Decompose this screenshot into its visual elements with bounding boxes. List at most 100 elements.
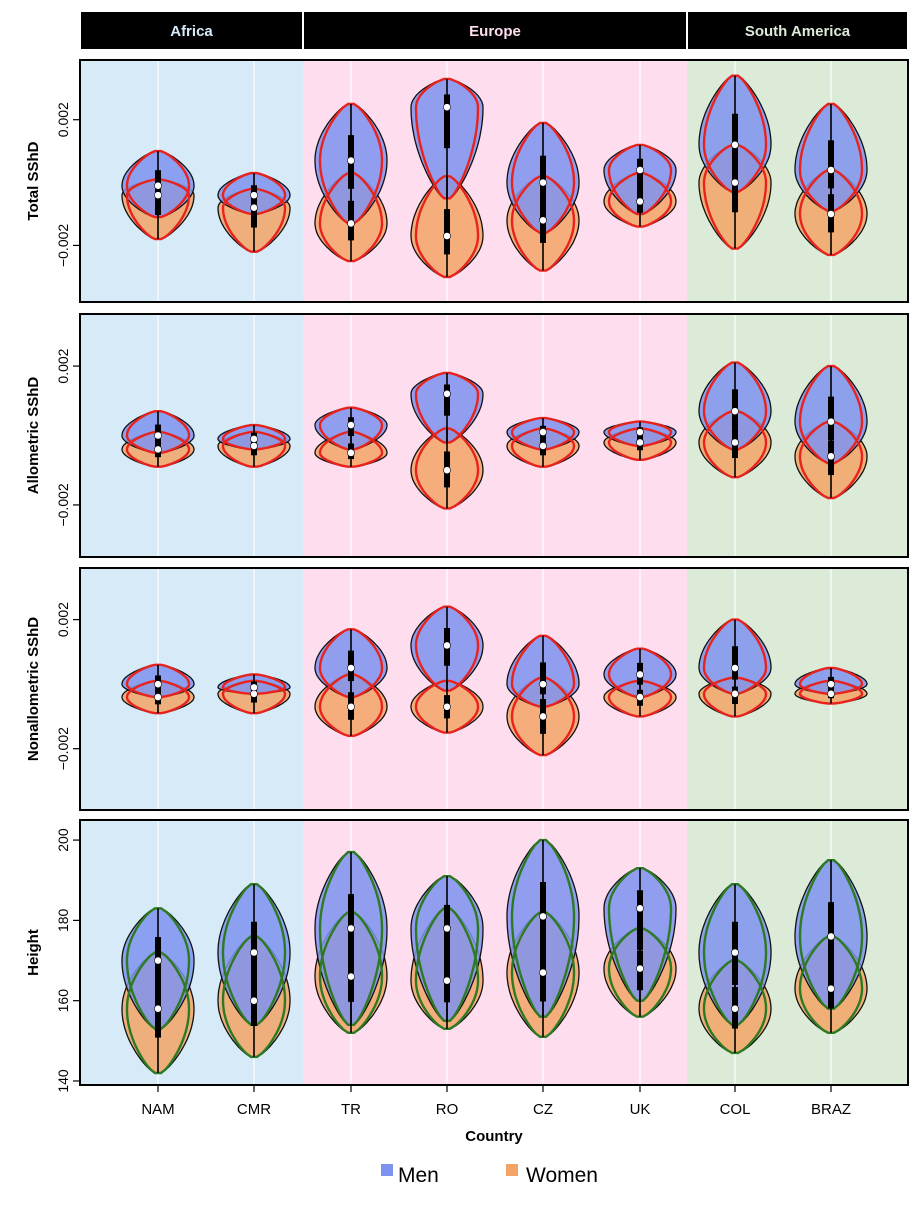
women-median-tr — [347, 219, 355, 228]
women-median-uk — [636, 964, 644, 973]
women-median-nam — [154, 693, 162, 701]
men-median-col — [731, 948, 739, 957]
x-axis-title: Country — [465, 1128, 523, 1145]
men-median-tr — [347, 156, 355, 165]
women-outline-cmr — [221, 679, 287, 715]
men-median-col — [731, 664, 739, 672]
men-outline-uk — [607, 143, 673, 216]
men-outline-braz — [798, 859, 864, 1010]
men-outline-col — [702, 883, 768, 1026]
panel-frame — [79, 59, 909, 303]
y-tick-label: −0.002 — [55, 483, 71, 526]
women-median-cz — [539, 216, 547, 225]
women-median-cmr — [250, 996, 258, 1005]
men-box-cz — [540, 662, 546, 695]
women-median-ro — [443, 976, 451, 985]
men-median-uk — [636, 166, 644, 174]
men-box-ro — [444, 384, 450, 416]
region-header-bar — [688, 12, 907, 49]
men-outline-braz — [798, 102, 864, 213]
men-outline-tr — [318, 102, 384, 225]
legend-label-women: Women — [526, 1164, 598, 1187]
men-box-uk — [637, 158, 643, 190]
men-outline-tr — [318, 628, 384, 699]
men-outline-ro — [414, 371, 480, 444]
y-tick-label: −0.002 — [55, 727, 71, 770]
women-median-tr — [347, 972, 355, 981]
men-median-col — [731, 140, 739, 149]
women-median-col — [731, 1004, 739, 1013]
x-tick-label: TR — [341, 1101, 361, 1118]
men-outline-cz — [510, 416, 576, 451]
region-header-label: Europe — [469, 23, 521, 40]
men-outline-nam — [125, 663, 191, 699]
women-median-col — [731, 178, 739, 187]
men-outline-braz — [798, 666, 864, 695]
region-header-label: South America — [745, 23, 851, 40]
men-median-ro — [443, 389, 451, 398]
men-outline-uk — [607, 867, 673, 1002]
panel-frame — [79, 567, 909, 811]
men-outline-nam — [125, 149, 191, 219]
y-tick-label: 160 — [55, 989, 71, 1013]
men-outline-cz — [510, 634, 576, 708]
women-median-nam — [154, 445, 162, 454]
women-median-ro — [443, 702, 451, 711]
women-outline-ro — [414, 427, 480, 510]
women-median-uk — [636, 197, 644, 206]
women-median-col — [731, 689, 739, 698]
men-outline-ro — [414, 77, 480, 200]
women-median-cmr — [250, 689, 258, 698]
x-tick-label: UK — [630, 1101, 651, 1118]
men-median-braz — [827, 417, 835, 426]
men-outline-braz — [798, 364, 864, 465]
men-median-ro — [443, 641, 451, 650]
women-median-ro — [443, 232, 451, 240]
men-outline-uk — [607, 647, 673, 699]
men-median-braz — [827, 166, 835, 174]
men-median-tr — [347, 924, 355, 933]
men-median-cmr — [250, 683, 258, 692]
men-outline-cz — [510, 121, 576, 235]
panel-frame — [79, 313, 909, 558]
men-outline-ro — [414, 875, 480, 1022]
y-tick-label: −0.002 — [55, 224, 71, 267]
men-median-nam — [154, 431, 162, 440]
men-median-ro — [443, 924, 451, 933]
women-median-nam — [154, 1004, 162, 1013]
men-box-uk — [637, 890, 643, 950]
men-outline-uk — [607, 420, 673, 448]
men-box-tr — [348, 894, 354, 972]
legend-swatch-women — [506, 1164, 518, 1176]
women-median-braz — [827, 452, 835, 461]
men-median-cmr — [250, 191, 258, 200]
x-tick-label: NAM — [141, 1101, 174, 1118]
y-tick-label: 0.002 — [55, 602, 71, 637]
women-outline-ro — [414, 679, 480, 734]
men-median-cmr — [250, 948, 258, 957]
women-median-cz — [539, 968, 547, 977]
men-median-col — [731, 407, 739, 416]
men-median-cz — [539, 178, 547, 187]
men-box-col — [732, 113, 738, 167]
women-median-braz — [827, 210, 835, 218]
men-median-ro — [443, 103, 451, 112]
men-box-col — [732, 646, 738, 680]
men-outline-cz — [510, 838, 576, 1018]
men-outline-col — [702, 74, 768, 194]
men-outline-tr — [318, 406, 384, 451]
legend-label-men: Men — [398, 1164, 439, 1187]
women-box-ro — [444, 209, 450, 255]
men-median-cz — [539, 912, 547, 921]
y-tick-label: 0.002 — [55, 348, 71, 383]
men-outline-cmr — [221, 171, 287, 216]
y-tick-label: 200 — [55, 828, 71, 852]
x-tick-label: BRAZ — [811, 1101, 851, 1118]
men-median-uk — [636, 428, 644, 436]
women-outline-ro — [414, 175, 480, 279]
men-median-braz — [827, 932, 835, 941]
legend-swatch-men — [381, 1164, 393, 1176]
women-median-col — [731, 438, 739, 447]
